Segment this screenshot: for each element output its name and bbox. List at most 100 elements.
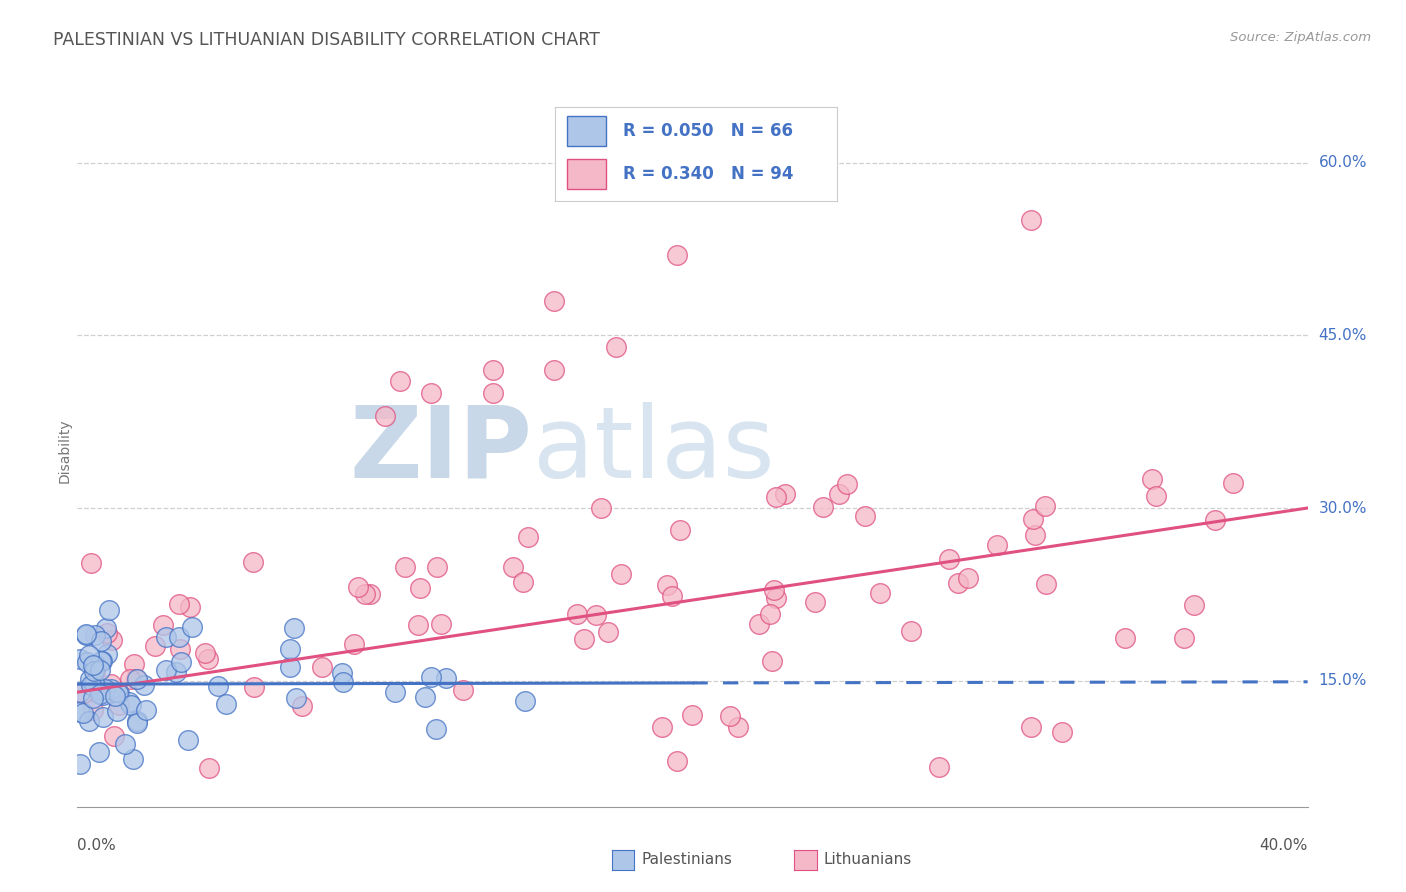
Point bbox=[143, 639, 166, 653]
Point bbox=[610, 566, 633, 581]
Point bbox=[425, 723, 447, 737]
Point bbox=[748, 616, 770, 631]
Point bbox=[1114, 631, 1136, 645]
Point bbox=[543, 363, 565, 377]
Text: 15.0%: 15.0% bbox=[1319, 673, 1367, 688]
Point bbox=[169, 597, 191, 611]
Point bbox=[105, 704, 128, 718]
Point bbox=[655, 578, 678, 592]
Point bbox=[69, 756, 91, 771]
Point bbox=[79, 673, 101, 687]
Point bbox=[804, 595, 827, 609]
Point bbox=[108, 698, 131, 713]
Point bbox=[481, 385, 503, 400]
Point bbox=[928, 760, 950, 774]
Point bbox=[89, 687, 111, 701]
Point bbox=[127, 714, 149, 728]
Point bbox=[666, 754, 689, 768]
Point bbox=[214, 697, 236, 711]
Point bbox=[76, 655, 98, 669]
Point bbox=[114, 738, 136, 752]
Point bbox=[91, 688, 114, 702]
FancyBboxPatch shape bbox=[567, 116, 606, 146]
Text: 45.0%: 45.0% bbox=[1319, 328, 1367, 343]
Text: 40.0%: 40.0% bbox=[1260, 838, 1308, 853]
Point bbox=[280, 641, 302, 656]
Point bbox=[343, 637, 366, 651]
Point bbox=[291, 698, 314, 713]
Point bbox=[117, 695, 139, 709]
Point bbox=[481, 363, 503, 377]
Point bbox=[278, 660, 301, 674]
Point bbox=[107, 685, 129, 699]
Point bbox=[91, 710, 114, 724]
Point bbox=[666, 248, 689, 262]
Point bbox=[72, 686, 94, 700]
Point bbox=[596, 625, 619, 640]
Point bbox=[347, 580, 370, 594]
Point bbox=[651, 720, 673, 734]
Point bbox=[426, 559, 449, 574]
Point bbox=[1182, 598, 1205, 612]
Point bbox=[502, 560, 524, 574]
Point bbox=[1050, 725, 1073, 739]
Point bbox=[83, 658, 105, 673]
Point bbox=[198, 761, 221, 775]
Point bbox=[90, 634, 112, 648]
Point bbox=[1222, 475, 1244, 490]
Point bbox=[118, 672, 141, 686]
FancyBboxPatch shape bbox=[567, 160, 606, 189]
Text: ZIP: ZIP bbox=[350, 402, 533, 499]
Point bbox=[108, 685, 131, 699]
Point bbox=[125, 715, 148, 730]
Point bbox=[669, 523, 692, 537]
Point bbox=[1033, 499, 1056, 513]
Point bbox=[82, 691, 104, 706]
Point bbox=[165, 665, 187, 680]
Point bbox=[100, 632, 122, 647]
Point bbox=[84, 664, 107, 678]
Point bbox=[543, 293, 565, 308]
Point bbox=[242, 555, 264, 569]
Point bbox=[762, 583, 785, 598]
Point bbox=[409, 581, 432, 595]
Text: atlas: atlas bbox=[533, 402, 775, 499]
Point bbox=[89, 682, 111, 697]
Point bbox=[1024, 528, 1046, 542]
Point bbox=[283, 621, 305, 635]
Point bbox=[80, 556, 103, 570]
Point bbox=[80, 678, 103, 692]
Text: R = 0.050   N = 66: R = 0.050 N = 66 bbox=[623, 122, 793, 140]
Point bbox=[773, 486, 796, 500]
Point bbox=[207, 679, 229, 693]
Point bbox=[167, 630, 190, 644]
Point bbox=[413, 690, 436, 704]
Point bbox=[82, 703, 104, 717]
Point bbox=[89, 663, 111, 677]
Point bbox=[384, 685, 406, 699]
Point bbox=[1022, 512, 1045, 526]
Point bbox=[77, 648, 100, 662]
Point bbox=[434, 671, 457, 685]
Point bbox=[96, 647, 118, 661]
Point bbox=[122, 752, 145, 766]
Point bbox=[69, 705, 91, 719]
Point bbox=[419, 670, 441, 684]
Point bbox=[1144, 489, 1167, 503]
Point bbox=[900, 624, 922, 638]
Point bbox=[82, 657, 104, 672]
Point bbox=[359, 586, 381, 600]
Text: 0.0%: 0.0% bbox=[77, 838, 117, 853]
Point bbox=[828, 487, 851, 501]
Point bbox=[389, 375, 412, 389]
Point bbox=[75, 627, 97, 641]
Point bbox=[765, 490, 787, 504]
Text: Palestinians: Palestinians bbox=[641, 853, 733, 867]
Point bbox=[135, 703, 157, 717]
Point bbox=[134, 678, 156, 692]
Point bbox=[394, 559, 416, 574]
Point bbox=[986, 538, 1008, 552]
Point bbox=[813, 500, 835, 514]
Point bbox=[759, 607, 782, 621]
Point bbox=[853, 509, 876, 524]
